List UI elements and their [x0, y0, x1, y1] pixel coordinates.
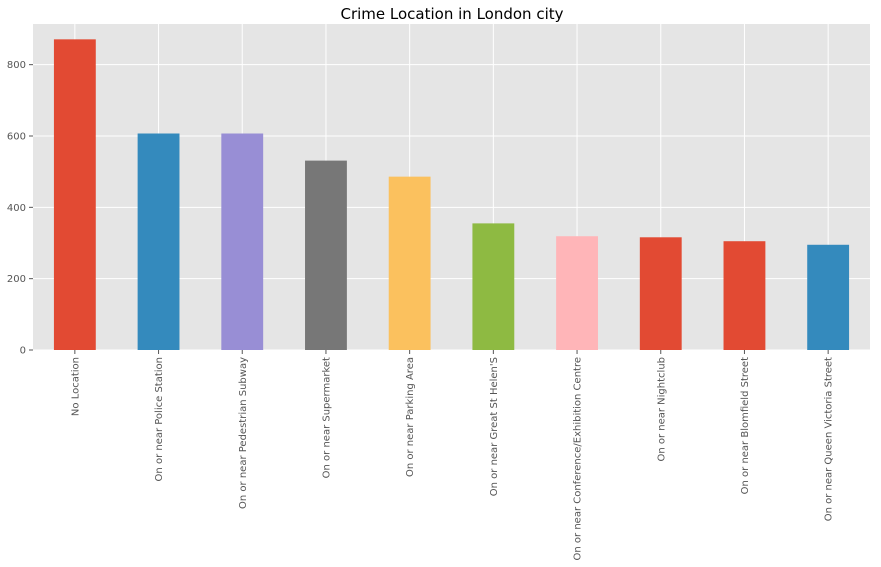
y-axis: 0 200 400 600 800 [7, 60, 33, 357]
y-tick-label: 0 [20, 346, 26, 357]
bar [556, 236, 598, 350]
x-tick-label: On or near Queen Victoria Street [824, 357, 835, 521]
y-tick-label: 800 [7, 60, 26, 71]
x-tick-label: On or near Supermarket [321, 357, 332, 478]
bar [221, 133, 264, 350]
x-tick-label: On or near Police Station [154, 357, 165, 481]
bar [388, 176, 431, 350]
bar [639, 237, 682, 350]
x-tick-label: No Location [70, 357, 81, 416]
y-tick-label: 200 [7, 274, 26, 285]
x-tick-label: On or near Pedestrian Subway [238, 357, 249, 509]
x-axis: No Location On or near Police Station On o… [70, 350, 835, 560]
bar [472, 223, 515, 350]
x-tick-label: On or near Parking Area [405, 357, 416, 477]
x-tick-label: On or near Conference/Exhibition Centre [573, 357, 584, 560]
bar [305, 160, 347, 350]
y-tick-label: 600 [7, 131, 26, 142]
bar [53, 39, 96, 351]
bar [137, 133, 180, 350]
bar [723, 241, 766, 350]
bar [807, 244, 850, 350]
x-tick-label: On or near Blomfield Street [740, 357, 751, 494]
bars [53, 39, 850, 351]
x-tick-label: On or near Nightclub [656, 357, 667, 462]
y-tick-label: 400 [7, 203, 26, 214]
x-tick-label: On or near Great St Helen'S [489, 357, 500, 496]
chart-title: Crime Location in London city [341, 5, 564, 23]
